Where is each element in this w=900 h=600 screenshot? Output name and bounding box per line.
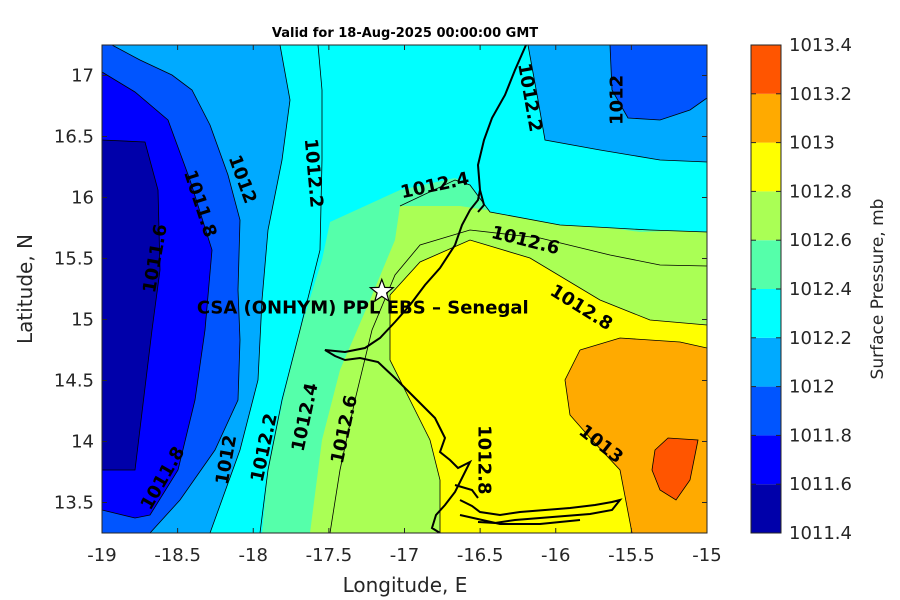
colorbar-tick-label: 1013.4 (789, 35, 852, 56)
colorbar-tick-label: 1012.2 (789, 328, 852, 349)
site-marker: CSA (ONHYM) PPL EBS – Senegal (197, 277, 529, 318)
contour-field (102, 45, 707, 533)
colorbar-segment (751, 289, 781, 338)
chart-title: Valid for 18-Aug-2025 00:00:00 GMT (272, 26, 538, 41)
y-tick-label: 16.5 (54, 127, 94, 148)
x-tick-label: -15.5 (608, 545, 655, 566)
y-tick-label: 13.5 (54, 493, 94, 514)
colorbar-segment (751, 142, 781, 192)
coastline (324, 45, 623, 533)
colorbar-tick-label: 1012 (789, 377, 835, 398)
contour-label: 1012 (606, 75, 627, 125)
x-tick-label: -19 (87, 545, 116, 566)
y-tick-label: 14 (71, 432, 94, 453)
y-tick-label: 17 (71, 66, 94, 87)
colorbar-tick-label: 1013.2 (789, 84, 852, 105)
colorbar-segment (751, 191, 781, 241)
y-tick-label: 15.5 (54, 249, 94, 270)
site-label: CSA (ONHYM) PPL EBS – Senegal (197, 297, 529, 318)
y-axis-ticks: 13.5 14 14.5 15 15.5 16 16.5 17 (54, 66, 707, 514)
colorbar-tick-label: 1012.6 (789, 230, 852, 251)
y-tick-label: 14.5 (54, 371, 94, 392)
x-tick-label: -18.5 (154, 545, 201, 566)
x-axis-label: Longitude, E (343, 573, 468, 597)
colorbar-tick-label: 1013 (789, 133, 835, 154)
colorbar-frame (750, 44, 782, 534)
x-tick-label: -17 (390, 545, 419, 566)
x-tick-label: -16 (541, 545, 570, 566)
contour-label: 1012.8 (474, 425, 495, 494)
x-tick-label: -18 (239, 545, 268, 566)
colorbar-segment (751, 484, 781, 533)
colorbar-label: Surface Pressure, mb (868, 199, 888, 380)
band-1011-4 (102, 140, 160, 470)
y-axis-label: Latitude, N (13, 234, 37, 344)
colorbar-tick-label: 1012.4 (789, 279, 852, 300)
y-tick-label: 15 (71, 310, 94, 331)
colorbar-segment (751, 435, 781, 485)
x-tick-label: -16.5 (457, 545, 504, 566)
x-axis-ticks: -19 -18.5 -18 -17.5 -17 -16.5 -16 -15.5 -15 (87, 45, 722, 566)
colorbar-segment (751, 386, 781, 436)
colorbar-segment (751, 93, 781, 143)
colorbar-tick-label: 1011.6 (789, 474, 852, 495)
colorbar-segment (751, 240, 781, 289)
x-tick-label: -15 (692, 545, 721, 566)
x-tick-label: -17.5 (306, 545, 353, 566)
colorbar-tick-label: 1011.4 (789, 523, 852, 544)
colorbar-tick-label: 1011.8 (789, 425, 852, 446)
contour-lines (102, 45, 707, 533)
site-star-icon (368, 277, 395, 303)
colorbar-segment (751, 337, 781, 387)
colorbar: 1011.4 1011.6 1011.8 1012 1012.2 1012.4 1012.6… (751, 35, 852, 544)
colorbar-tick-label: 1012.8 (789, 181, 852, 202)
colorbar-segment (751, 45, 781, 94)
y-tick-label: 16 (71, 188, 94, 209)
